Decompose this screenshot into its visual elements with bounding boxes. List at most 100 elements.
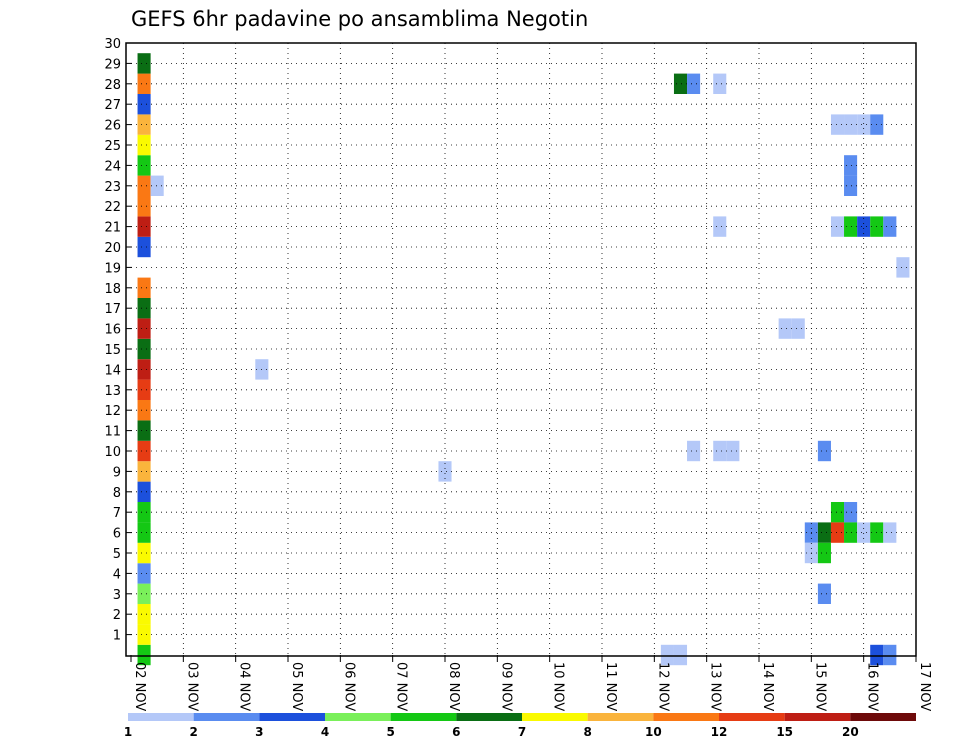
- heatmap-cell: [137, 94, 151, 115]
- heatmap-cell: [137, 318, 151, 339]
- y-tick-label: 24: [104, 159, 121, 174]
- heatmap-cell: [137, 236, 151, 258]
- y-tick-label: 14: [104, 363, 121, 378]
- heatmap-cell: [137, 542, 151, 564]
- heatmap-cell: [137, 502, 151, 523]
- heatmap-cell: [137, 53, 151, 74]
- heatmap-cell: [137, 624, 151, 645]
- x-tick-label: 15 NOV: [812, 662, 827, 711]
- colorbar-label: 6: [452, 725, 460, 739]
- y-tick-label: 7: [113, 506, 121, 521]
- y-tick-label: 28: [104, 78, 121, 93]
- heatmap-cell: [883, 522, 897, 543]
- y-tick-label: 8: [113, 486, 121, 501]
- heatmap-cell: [673, 73, 688, 94]
- heatmap-cell: [883, 216, 897, 237]
- colorbar-label: 7: [518, 725, 526, 739]
- x-tick-label: 14 NOV: [760, 662, 775, 711]
- y-tick-label: 2: [113, 608, 121, 623]
- colorbar-swatch: [259, 713, 325, 721]
- heatmap-cell: [713, 440, 727, 462]
- heatmap-cell: [137, 420, 151, 441]
- colorbar-label: 3: [255, 725, 263, 739]
- heatmap-cell: [870, 644, 884, 666]
- heatmap-cell: [137, 481, 151, 502]
- heatmap-cell: [844, 155, 858, 176]
- heatmap-cell: [791, 318, 805, 339]
- heatmap-cell: [137, 196, 151, 217]
- colorbar-swatch: [193, 713, 260, 721]
- heatmap-cell: [137, 359, 151, 380]
- y-tick-label: 12: [104, 404, 121, 419]
- heatmap-cell: [137, 277, 151, 298]
- colorbar-label: 1: [124, 725, 132, 739]
- x-tick-label: 11 NOV: [603, 662, 618, 711]
- colorbar-label: 4: [321, 725, 329, 739]
- heatmap-cells: [137, 53, 910, 666]
- heatmap-cell: [137, 604, 151, 625]
- heatmap-cell: [137, 379, 151, 400]
- y-tick-label: 16: [104, 323, 121, 338]
- heatmap-cell: [844, 522, 858, 543]
- colorbar-swatch: [325, 713, 391, 721]
- x-tick-label: 02 NOV: [132, 662, 147, 711]
- x-tick-label: 17 NOV: [917, 662, 932, 711]
- heatmap-cell: [673, 644, 688, 666]
- heatmap-cell: [830, 216, 845, 237]
- heatmap-cell: [830, 114, 845, 135]
- heatmap-cell: [883, 644, 897, 666]
- heatmap-cell: [817, 440, 831, 462]
- x-tick-label: 06 NOV: [341, 662, 356, 711]
- heatmap-cell: [830, 502, 845, 523]
- heatmap-cell: [137, 216, 151, 237]
- y-tick-label: 21: [104, 221, 121, 236]
- chart-title: GEFS 6hr padavine po ansamblima Negotin: [131, 7, 588, 31]
- heatmap-cell: [137, 461, 151, 482]
- y-tick-label: 17: [104, 302, 121, 317]
- heatmap-cell: [660, 644, 674, 666]
- heatmap-cell: [844, 216, 858, 237]
- heatmap-cell: [137, 338, 151, 360]
- x-tick-label: 03 NOV: [184, 662, 199, 711]
- heatmap-cell: [844, 114, 858, 135]
- heatmap-cell: [687, 440, 701, 462]
- colorbar-label: 20: [842, 725, 859, 739]
- colorbar-swatch: [653, 713, 719, 721]
- plot-frame: [125, 42, 917, 657]
- heatmap-cell: [844, 502, 858, 523]
- x-tick-label: 10 NOV: [551, 662, 566, 711]
- heatmap-cell: [137, 583, 151, 604]
- heatmap-cell: [817, 522, 831, 543]
- x-tick-label: 05 NOV: [289, 662, 304, 711]
- colorbar-swatch: [522, 713, 588, 721]
- y-tick-label: 3: [113, 588, 121, 603]
- colorbar-swatch: [390, 713, 457, 721]
- heatmap-cell: [726, 440, 740, 462]
- colorbar-label: 5: [386, 725, 394, 739]
- heatmap-cell: [137, 73, 151, 94]
- colorbar-swatch: [719, 713, 785, 721]
- heatmap-cell: [137, 155, 151, 176]
- heatmap-cell: [438, 461, 452, 482]
- heatmap-cell: [137, 114, 151, 135]
- colorbar-swatch: [784, 713, 851, 721]
- heatmap-cell: [137, 440, 151, 462]
- y-tick-label: 18: [104, 282, 121, 297]
- heatmap-cell: [778, 318, 792, 339]
- colorbar-swatch: [128, 713, 194, 721]
- y-tick-label: 15: [104, 343, 121, 358]
- x-tick-label: 07 NOV: [394, 662, 409, 711]
- heatmap-cell: [137, 400, 151, 421]
- y-tick-label: 25: [104, 139, 121, 154]
- y-tick-label: 20: [104, 241, 121, 256]
- heatmap-cell: [137, 175, 151, 196]
- heatmap-cell: [857, 522, 871, 543]
- x-tick-label: 09 NOV: [498, 662, 513, 711]
- colorbar-swatch: [587, 713, 654, 721]
- y-tick-label: 19: [104, 261, 121, 276]
- y-tick-label: 27: [104, 98, 121, 113]
- heatmap-cell: [137, 522, 151, 543]
- y-tick-label: 10: [104, 445, 121, 460]
- heatmap-cell: [830, 522, 845, 543]
